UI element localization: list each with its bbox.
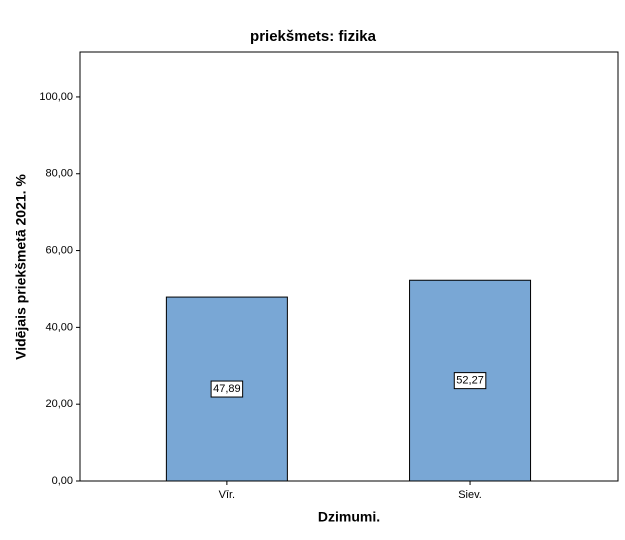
y-tick-label: 0,00 xyxy=(52,475,73,487)
value-label-box xyxy=(453,372,487,390)
plot-frame xyxy=(79,51,619,482)
x-tick-label: Siev. xyxy=(458,489,482,501)
value-label: 47,89 xyxy=(213,383,241,395)
y-tick-label: 80,00 xyxy=(45,168,73,180)
value-label-box xyxy=(210,380,244,398)
y-tick-label: 60,00 xyxy=(45,244,73,256)
y-tick-label: 40,00 xyxy=(45,321,73,333)
y-axis-title: Vidējais priekšmetā 2021. % xyxy=(13,174,29,360)
x-tick-label: Vīr. xyxy=(219,489,236,501)
x-axis-title: Dzimumi. xyxy=(318,509,380,525)
y-tick-label: 100,00 xyxy=(39,91,73,103)
chart-title: priekšmets: fizika xyxy=(250,28,377,45)
value-label: 52,27 xyxy=(456,375,484,387)
y-tick-label: 20,00 xyxy=(45,398,73,410)
